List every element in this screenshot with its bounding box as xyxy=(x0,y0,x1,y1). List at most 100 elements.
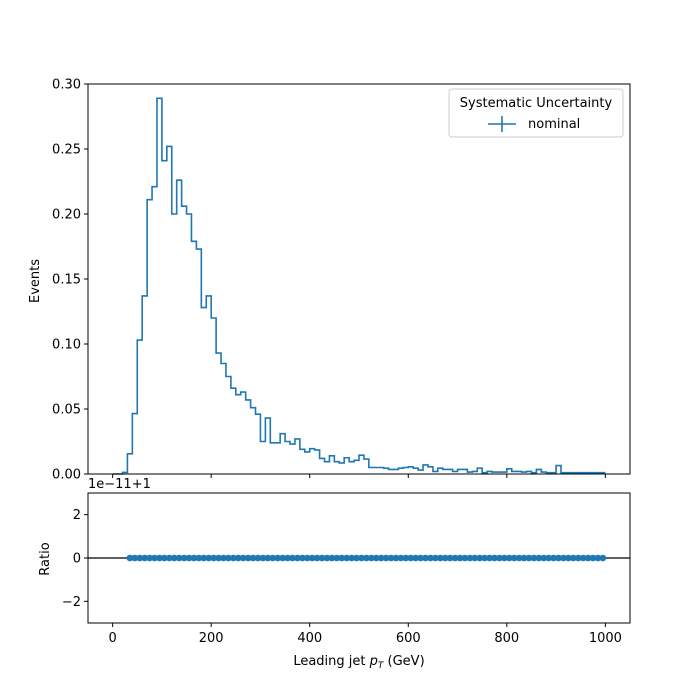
ratio-point xyxy=(491,554,498,562)
ratio-point xyxy=(289,554,296,562)
ratio-point xyxy=(230,554,237,562)
ratio-point xyxy=(269,554,277,562)
ratio-point xyxy=(441,554,449,562)
ratio-point xyxy=(323,554,331,562)
main-y-ticks: 0.00 0.05 0.10 0.15 0.20 0.25 0.30 xyxy=(52,78,88,483)
ratio-point xyxy=(530,554,538,562)
ratio-axes-frame xyxy=(87,492,631,624)
ratio-point xyxy=(412,554,419,562)
ratio-panel: 1e−11+1 −2 0 2 0 200 400 600 800 1000 Ratio xyxy=(38,477,631,646)
ratio-point xyxy=(501,554,508,562)
ratio-point xyxy=(451,554,459,562)
ratio-point xyxy=(303,554,311,562)
ratio-point xyxy=(215,554,222,562)
ratio-point xyxy=(589,554,597,562)
ratio-point xyxy=(392,554,400,562)
x-tick-label: 800 xyxy=(494,631,519,646)
ratio-point xyxy=(200,554,208,562)
ratio-point xyxy=(422,554,429,562)
ratio-point xyxy=(195,554,203,562)
ratio-point xyxy=(284,554,291,562)
main-axes-frame xyxy=(87,83,631,475)
ratio-point xyxy=(328,554,336,562)
legend-title: Systematic Uncertainty xyxy=(460,96,613,111)
ratio-point xyxy=(210,554,217,562)
ratio-point xyxy=(225,554,232,562)
ratio-point xyxy=(220,554,227,562)
x-axis-label: Leading jet pT (GeV) xyxy=(293,654,424,671)
ratio-y-tick-label: −2 xyxy=(62,595,81,610)
ratio-point xyxy=(570,554,577,562)
legend: Systematic Uncertainty nominal xyxy=(448,88,624,138)
x-tick-label: 0 xyxy=(108,631,116,646)
ratio-point xyxy=(377,554,385,562)
ratio-point xyxy=(363,554,370,562)
ratio-x-ticks: 0 200 400 600 800 1000 xyxy=(108,623,622,646)
ratio-point xyxy=(318,554,326,562)
main-y-tick-label: 0.30 xyxy=(52,78,81,93)
ratio-point xyxy=(343,554,350,562)
ratio-point xyxy=(407,554,415,562)
ratio-y-tick-label: 2 xyxy=(73,508,81,523)
ratio-point xyxy=(496,554,503,562)
ratio-point xyxy=(358,554,365,562)
ratio-point xyxy=(446,554,454,562)
ratio-point xyxy=(427,554,434,562)
main-y-tick-label: 0.00 xyxy=(52,468,81,483)
ratio-point xyxy=(338,554,346,562)
ratio-point xyxy=(486,554,493,562)
histogram-step-line xyxy=(112,97,606,475)
ratio-point xyxy=(136,554,144,562)
ratio-point xyxy=(456,554,464,562)
ratio-point xyxy=(180,554,188,562)
ratio-point xyxy=(151,554,158,562)
ratio-point xyxy=(131,554,139,562)
ratio-point xyxy=(402,554,410,562)
ratio-point xyxy=(515,554,523,562)
ratio-point xyxy=(313,554,321,562)
ratio-point xyxy=(505,554,513,562)
ratio-point xyxy=(279,554,286,562)
main-panel: 0.00 0.05 0.10 0.15 0.20 0.25 0.30 Events Syst… xyxy=(28,78,631,483)
ratio-point xyxy=(525,554,533,562)
ratio-point xyxy=(466,554,474,562)
ratio-y-ticks: −2 0 2 xyxy=(62,508,88,610)
x-tick-label: 600 xyxy=(396,631,421,646)
ratio-point xyxy=(432,554,439,562)
main-x-ticks xyxy=(112,474,606,478)
x-tick-label: 400 xyxy=(297,631,322,646)
legend-marker xyxy=(488,116,516,132)
ratio-offset-text: 1e−11+1 xyxy=(88,477,151,492)
ratio-point xyxy=(574,554,582,562)
ratio-point xyxy=(565,554,572,562)
ratio-point xyxy=(161,554,168,562)
main-y-axis-label: Events xyxy=(28,259,43,303)
ratio-point xyxy=(594,554,602,562)
ratio-point xyxy=(308,554,316,562)
ratio-point xyxy=(353,554,360,562)
ratio-point xyxy=(397,554,405,562)
ratio-point xyxy=(259,554,267,562)
ratio-point xyxy=(166,554,173,562)
ratio-point xyxy=(476,554,484,562)
ratio-point xyxy=(234,554,242,562)
ratio-point xyxy=(545,554,552,562)
x-tick-label: 1000 xyxy=(589,631,622,646)
ratio-point xyxy=(175,554,183,562)
ratio-point xyxy=(239,554,247,562)
ratio-point xyxy=(294,554,301,562)
main-y-tick-label: 0.15 xyxy=(52,273,81,288)
ratio-point xyxy=(584,554,592,562)
ratio-point xyxy=(540,554,548,562)
ratio-point xyxy=(254,554,262,562)
ratio-point xyxy=(190,554,198,562)
ratio-point xyxy=(417,554,424,562)
ratio-point xyxy=(599,554,607,562)
ratio-point xyxy=(146,554,153,562)
ratio-point xyxy=(510,554,518,562)
ratio-point xyxy=(156,554,163,562)
ratio-point xyxy=(274,554,282,562)
ratio-point xyxy=(299,554,306,562)
ratio-point xyxy=(185,554,193,562)
